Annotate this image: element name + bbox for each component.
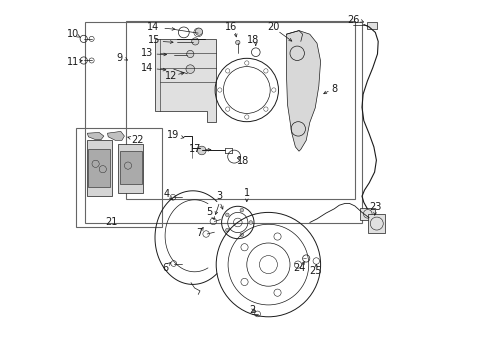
Circle shape bbox=[192, 38, 199, 45]
Circle shape bbox=[225, 228, 229, 232]
Text: 5: 5 bbox=[207, 207, 213, 217]
Circle shape bbox=[240, 233, 244, 237]
Text: 13: 13 bbox=[141, 48, 153, 58]
Text: 2: 2 bbox=[249, 305, 255, 315]
Bar bbox=[368, 214, 386, 233]
Text: 7: 7 bbox=[196, 228, 202, 238]
Polygon shape bbox=[155, 39, 216, 122]
Text: 9: 9 bbox=[117, 53, 123, 63]
Text: 10: 10 bbox=[67, 29, 79, 39]
Text: 4: 4 bbox=[164, 189, 170, 199]
Bar bbox=[85, 22, 362, 223]
Text: 17: 17 bbox=[189, 144, 201, 154]
Circle shape bbox=[249, 221, 252, 224]
Polygon shape bbox=[107, 131, 124, 140]
Text: 18: 18 bbox=[237, 156, 249, 166]
Circle shape bbox=[225, 213, 229, 217]
Text: 14: 14 bbox=[147, 22, 159, 32]
Bar bbox=[126, 21, 355, 199]
Text: 24: 24 bbox=[294, 263, 306, 273]
Text: 16: 16 bbox=[225, 22, 238, 32]
Polygon shape bbox=[120, 151, 142, 184]
Text: 12: 12 bbox=[165, 71, 178, 81]
Text: 6: 6 bbox=[162, 263, 168, 273]
Text: 8: 8 bbox=[331, 84, 337, 94]
Text: 21: 21 bbox=[105, 217, 117, 228]
Circle shape bbox=[186, 65, 195, 73]
Text: 23: 23 bbox=[369, 202, 382, 212]
Polygon shape bbox=[87, 132, 104, 140]
Text: 25: 25 bbox=[309, 266, 321, 276]
Circle shape bbox=[240, 208, 244, 212]
Text: 26: 26 bbox=[347, 15, 359, 25]
Text: 14: 14 bbox=[141, 63, 153, 73]
Polygon shape bbox=[87, 140, 112, 196]
Bar bbox=[76, 128, 162, 227]
Bar bbox=[367, 22, 377, 29]
Text: 1: 1 bbox=[244, 188, 250, 198]
Text: 18: 18 bbox=[247, 35, 259, 45]
Bar bbox=[360, 208, 375, 220]
Polygon shape bbox=[118, 144, 144, 193]
Text: 19: 19 bbox=[167, 130, 179, 140]
Text: 11: 11 bbox=[67, 57, 79, 67]
Polygon shape bbox=[88, 149, 110, 187]
Text: 20: 20 bbox=[267, 22, 279, 32]
Circle shape bbox=[236, 40, 240, 45]
Circle shape bbox=[197, 146, 206, 155]
Text: 22: 22 bbox=[131, 135, 143, 145]
Text: 15: 15 bbox=[148, 35, 160, 45]
Text: 3: 3 bbox=[217, 191, 223, 201]
Circle shape bbox=[187, 50, 194, 58]
Circle shape bbox=[196, 28, 202, 35]
Polygon shape bbox=[286, 31, 320, 151]
